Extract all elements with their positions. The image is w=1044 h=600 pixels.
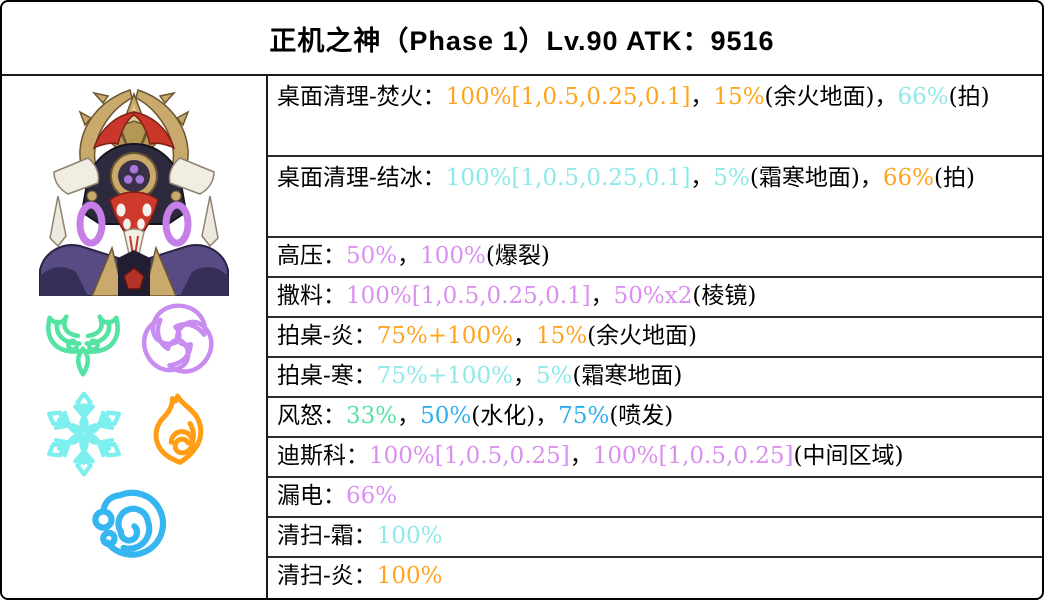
label-segment: 清扫-炎： [277,563,377,589]
table-row: 拍桌-寒：75%+100%，5%(霜寒地面) [268,358,1042,398]
page-title: 正机之神（Phase 1）Lv.90 ATK：9516 [2,2,1042,76]
table-row: 拍桌-炎：75%+100%，15%(余火地面) [268,318,1042,358]
value-segment-cryo: 100%[1,0.5,0.25,0.1] [445,165,691,191]
label-segment: 高压： [277,243,346,269]
damage-table-rows: 桌面清理-焚火：100%[1,0.5,0.25,0.1]，15%(余火地面)，6… [268,76,1042,598]
anemo-icon [42,300,124,382]
label-segment: 风怒： [277,403,346,429]
label-segment: (霜寒地面) [572,363,683,389]
value-segment-cryo: 5% [535,363,573,389]
label-segment: (霜寒地面) [749,165,860,191]
label-segment: ， [512,323,536,349]
value-segment-pyro: 15% [535,323,588,349]
label-segment: 拍桌-炎： [277,323,377,349]
boss-portrait-image [39,89,229,296]
table-row: 清扫-炎：100% [268,558,1042,598]
value-segment-electro: 100% [420,243,486,269]
label-segment: (余火地面) [587,323,698,349]
label-segment: (拍) [934,165,975,191]
value-segment-pyro: 75%+100% [376,323,513,349]
table-row: 迪斯科：100%[1,0.5,0.25]，100%[1,0.5,0.25](中间… [268,438,1042,478]
label-segment: ， [535,403,559,429]
value-segment-anemo: 33% [346,403,398,429]
label-segment: (中间区域) [793,443,904,469]
label-segment: ， [590,283,614,309]
value-segment-electro: 100%[1,0.5,0.25] [369,443,570,469]
value-segment-pyro: 15% [713,84,765,110]
table-row: 高压：50%，100%(爆裂) [268,238,1042,278]
table-row: 风怒：33%，50%(水化)，75%(喷发) [268,398,1042,438]
label-segment: (余火地面) [764,84,875,110]
label-segment: (拍) [948,84,990,110]
table-row: 桌面清理-结冰：100%[1,0.5,0.25,0.1]，5%(霜寒地面)，66… [268,157,1042,238]
value-segment-cryo: 5% [713,165,750,191]
label-segment: 清扫-霜： [277,523,377,549]
table-row: 撒料：100%[1,0.5,0.25,0.1]，50%x2(棱镜) [268,278,1042,318]
value-segment-pyro: 100% [376,563,443,589]
value-segment-pyro: 100%[1,0.5,0.25,0.1] [445,84,691,110]
value-segment-hydro: 50% [420,403,472,429]
value-segment-electro: 100%[1,0.5,0.25] [592,443,794,469]
value-segment-hydro: 75% [558,403,610,429]
value-segment-pyro: 66% [882,165,934,191]
value-segment-electro: 50%x2 [613,283,693,309]
label-segment: 桌面清理-焚火： [277,84,446,110]
cryo-icon [38,388,130,480]
label-segment: ， [690,165,714,191]
value-segment-electro: 50% [346,243,398,269]
hydro-icon [86,482,172,568]
label-segment: (水化) [471,403,536,429]
boss-cell [2,76,268,598]
label-segment: ， [397,403,421,429]
label-segment: ， [859,165,883,191]
label-segment: 拍桌-寒： [277,363,377,389]
value-segment-electro: 100%[1,0.5,0.25,0.1] [346,283,591,309]
table-row: 清扫-霜：100% [268,518,1042,558]
label-segment: 漏电： [277,483,346,509]
label-segment: ， [512,363,536,389]
table-row: 桌面清理-焚火：100%[1,0.5,0.25,0.1]，15%(余火地面)，6… [268,76,1042,157]
label-segment: ， [690,84,714,110]
label-segment: ， [397,243,421,269]
label-segment: 撒料： [277,283,346,309]
value-segment-cryo: 100% [376,523,443,549]
label-segment: 迪斯科： [277,443,369,469]
label-segment: 桌面清理-结冰： [277,165,446,191]
value-segment-cryo: 75%+100% [376,363,513,389]
electro-icon [136,298,220,382]
pyro-icon [140,384,220,478]
label-segment: ， [874,84,898,110]
label-segment: ， [569,443,593,469]
value-segment-electro: 66% [346,483,398,509]
label-segment: (喷发) [609,403,674,429]
label-segment: (爆裂) [485,243,550,269]
value-segment-cryo: 66% [897,84,949,110]
table-body: 桌面清理-焚火：100%[1,0.5,0.25,0.1]，15%(余火地面)，6… [2,76,1042,598]
label-segment: (棱镜) [692,283,757,309]
table-row: 漏电：66% [268,478,1042,518]
